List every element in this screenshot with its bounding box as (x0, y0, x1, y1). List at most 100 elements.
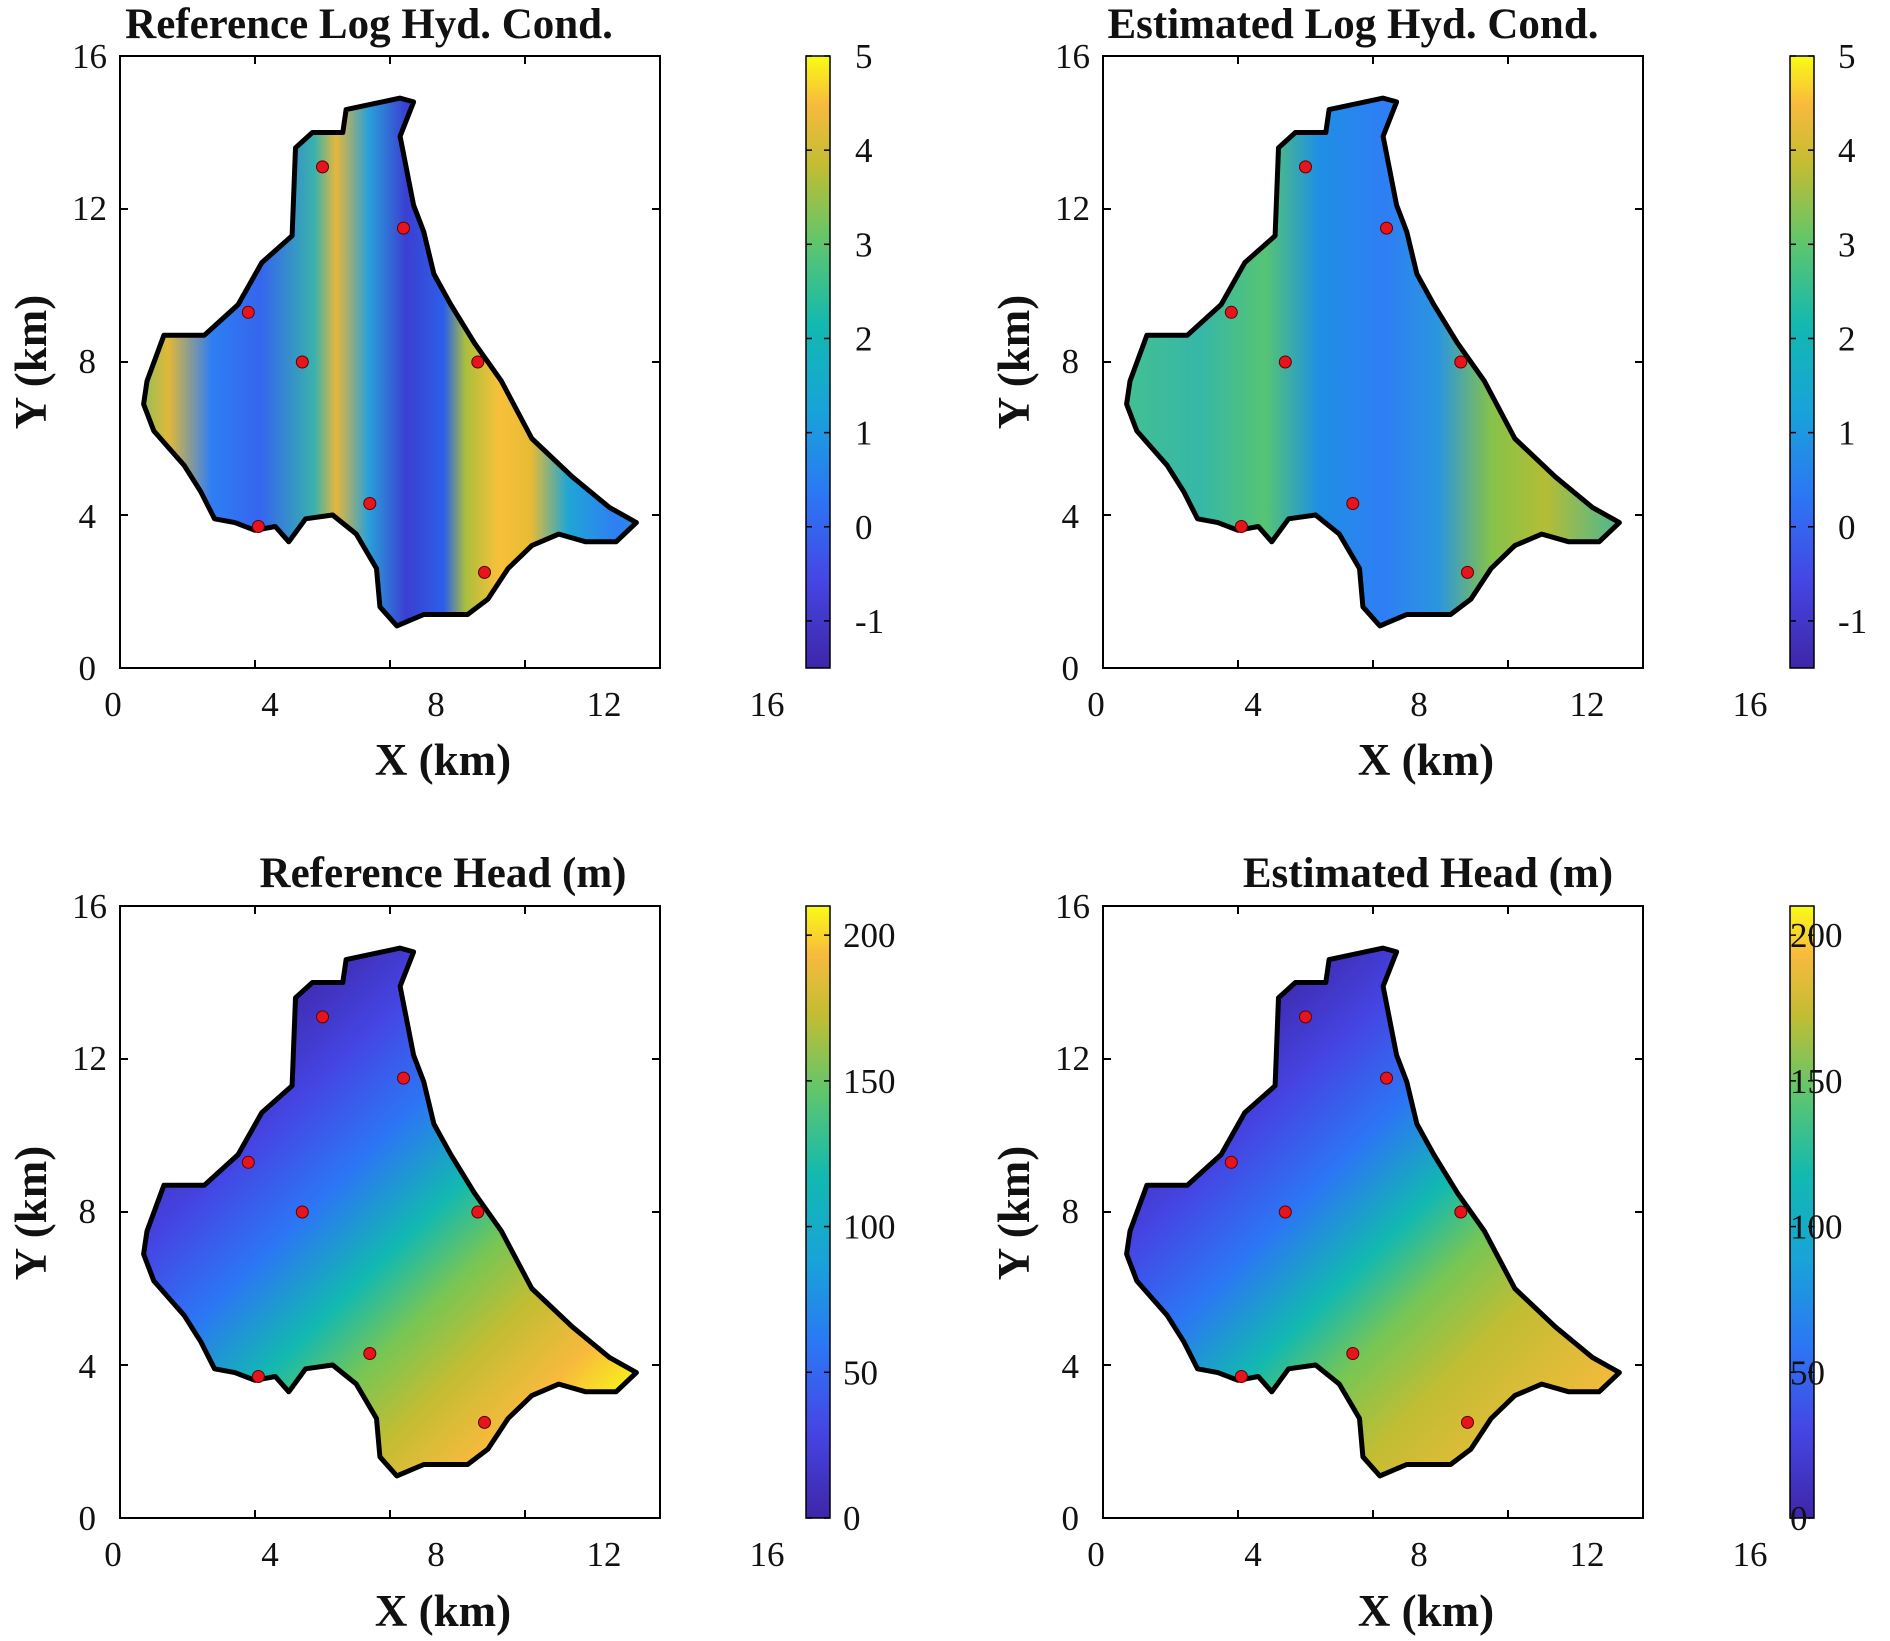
field-region (1124, 945, 1622, 1479)
panel-title: Reference Log Hyd. Cond. (125, 1, 613, 48)
well-marker-7 (1234, 1370, 1248, 1383)
colorbar: -1 0 1 2 3 4 5 (1789, 37, 1867, 669)
y-tick-0: 0 (79, 1499, 97, 1538)
well-marker-3 (241, 305, 255, 319)
panel-title: Reference Head (m) (260, 850, 627, 897)
colorbar-tick-label: 50 (1790, 1353, 1825, 1392)
colorbar-tick-label: 200 (843, 916, 896, 955)
y-tick-8: 8 (79, 1192, 97, 1231)
colorbar-tick-label: 200 (1790, 916, 1843, 955)
domain-boundary (1124, 95, 1622, 629)
field-region (141, 95, 639, 629)
colorbar-tick-label: 4 (1838, 131, 1856, 170)
y-tick-16: 16 (72, 37, 107, 76)
x-tick-12: 12 (587, 685, 622, 724)
x-tick-16: 16 (750, 685, 785, 724)
x-axis-label: X (km) (1358, 735, 1494, 785)
x-tick-0: 0 (1087, 685, 1105, 724)
axis-ticks (119, 55, 661, 669)
field-region (1124, 95, 1622, 629)
y-tick-12: 12 (72, 1039, 107, 1078)
y-tick-16: 16 (72, 887, 107, 926)
well-marker-3 (241, 1155, 255, 1169)
y-tick-16: 16 (1055, 37, 1090, 76)
domain-fill (143, 98, 637, 626)
domain-fill (1126, 98, 1620, 626)
well-marker-1 (1299, 1010, 1312, 1024)
x-tick-0: 0 (1087, 1535, 1105, 1574)
panel-estimated-head: Estimated Head (m) 0 4 8 12 16 0 4 8 12 … (989, 850, 1843, 1636)
x-axis-label: X (km) (375, 735, 511, 785)
well-marker-4 (295, 355, 309, 369)
y-tick-0: 0 (1062, 1499, 1080, 1538)
x-tick-8: 8 (1410, 685, 1428, 724)
colorbar-tick-label: 3 (1838, 225, 1856, 264)
well-marker-7 (1234, 520, 1248, 533)
colorbar-tick-label: 150 (1790, 1062, 1843, 1101)
colorbar-tick-label: 4 (855, 131, 873, 170)
y-axis-label: Y (km) (6, 1146, 56, 1281)
x-tick-8: 8 (427, 685, 445, 724)
well-marker-1 (316, 1010, 329, 1024)
colorbar: 0 50 100 150 200 (1789, 905, 1843, 1538)
y-tick-8: 8 (79, 342, 97, 381)
x-tick-12: 12 (1570, 1535, 1605, 1574)
domain-fill (1126, 948, 1620, 1476)
colorbar-ramp (805, 905, 831, 1519)
well-marker-8 (1461, 565, 1474, 579)
x-tick-12: 12 (1570, 685, 1605, 724)
x-tick-16: 16 (1733, 1535, 1768, 1574)
well-marker-8 (478, 565, 491, 579)
well-marker-1 (1299, 160, 1312, 174)
well-marker-7 (251, 520, 265, 533)
colorbar-tick-label: 3 (855, 225, 873, 264)
domain-fill (143, 948, 637, 1476)
y-tick-8: 8 (1062, 1192, 1080, 1231)
x-tick-4: 4 (1244, 685, 1262, 724)
well-marker-5 (1454, 1205, 1468, 1219)
y-tick-16: 16 (1055, 887, 1090, 926)
colorbar-tick-label: 0 (1790, 1499, 1808, 1538)
well-markers (1224, 160, 1474, 579)
well-marker-2 (1380, 1071, 1393, 1085)
colorbar-tick-label: 50 (843, 1353, 878, 1392)
colorbar-ramp (1789, 55, 1815, 669)
well-markers (241, 1010, 491, 1429)
colorbar: 0 50 100 150 200 (805, 905, 896, 1538)
x-tick-16: 16 (1733, 685, 1768, 724)
colorbar-tick-label: 2 (855, 319, 873, 358)
x-axis-label: X (km) (375, 1586, 511, 1636)
x-tick-4: 4 (261, 1535, 279, 1574)
colorbar-ramp (1789, 905, 1815, 1519)
well-marker-6 (1346, 497, 1360, 510)
y-tick-4: 4 (79, 497, 97, 536)
colorbar-tick-label: -1 (855, 602, 884, 641)
well-marker-3 (1224, 305, 1238, 319)
x-tick-4: 4 (261, 685, 279, 724)
x-tick-8: 8 (427, 1535, 445, 1574)
well-marker-7 (251, 1370, 265, 1383)
well-marker-2 (397, 1071, 410, 1085)
y-tick-12: 12 (72, 189, 107, 228)
x-axis-label: X (km) (1358, 1586, 1494, 1636)
colorbar-tick-label: 0 (855, 508, 873, 547)
field-region (141, 945, 639, 1479)
colorbar-tick-label: 100 (1790, 1208, 1843, 1247)
panel-title: Estimated Head (m) (1243, 850, 1613, 897)
x-tick-0: 0 (104, 1535, 122, 1574)
y-axis-label: Y (km) (989, 295, 1039, 430)
y-tick-4: 4 (1062, 497, 1080, 536)
well-marker-8 (478, 1415, 491, 1429)
panel-reference-log-hyd-cond: Reference Log Hyd. Cond. 0 4 8 12 16 0 4… (6, 1, 884, 785)
well-marker-5 (1454, 355, 1468, 369)
well-markers (241, 160, 491, 579)
colorbar-tick-label: 100 (843, 1208, 896, 1247)
axis-ticks (119, 905, 661, 1519)
y-tick-8: 8 (1062, 342, 1080, 381)
x-tick-16: 16 (750, 1535, 785, 1574)
colorbar-tick-label: 5 (1838, 37, 1856, 76)
well-marker-6 (363, 1347, 377, 1360)
domain-boundary (141, 95, 639, 629)
x-tick-12: 12 (587, 1535, 622, 1574)
